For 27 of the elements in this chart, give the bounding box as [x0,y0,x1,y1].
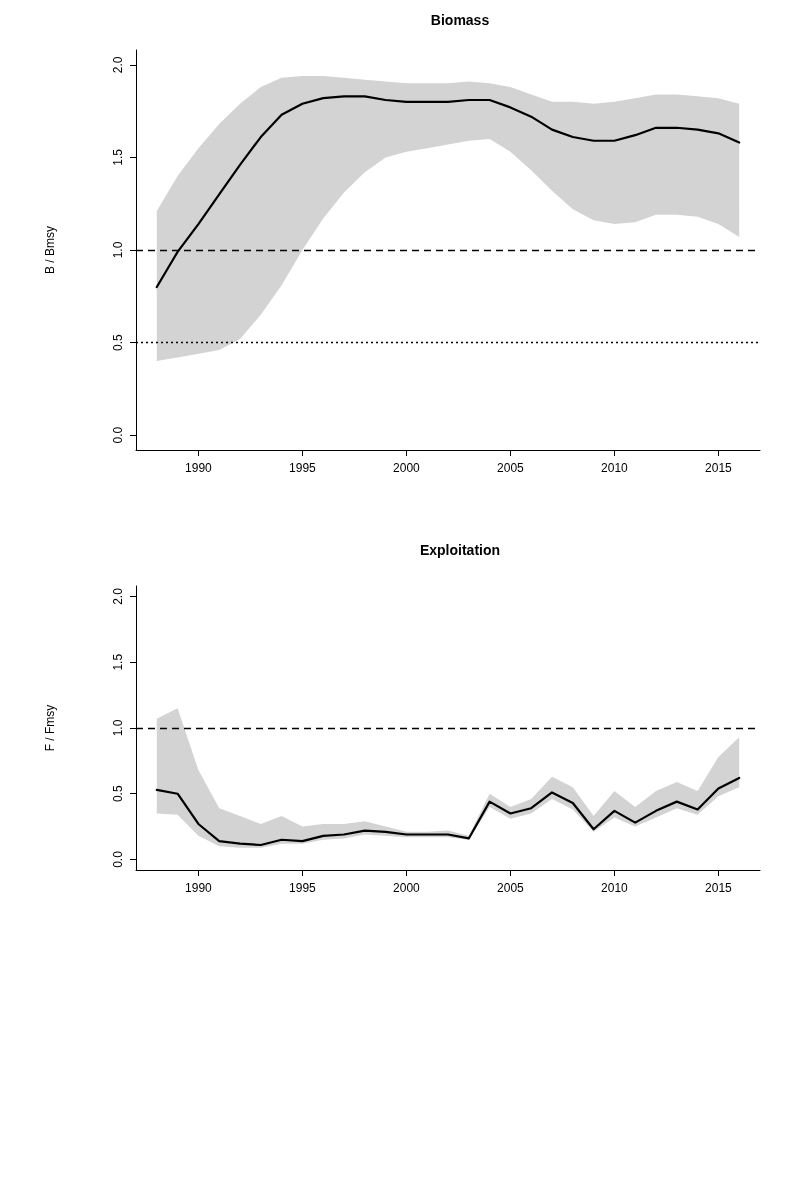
y-tick-label: 2.0 [111,56,125,74]
chart-title: Biomass [430,12,490,28]
x-tick-label: 1990 [185,461,213,475]
y-tick-label: 1.5 [111,148,125,166]
y-tick-label: 1.5 [111,653,125,671]
y-axis-title: F / Fmsy [43,704,57,752]
x-tick-label: 2015 [705,461,733,475]
y-tick-label: 1.0 [111,719,125,737]
y-tick-label: 0.5 [111,785,125,803]
x-tick-label: 2000 [393,881,421,895]
x-tick-label: 2005 [497,881,525,895]
y-tick-label: 0.5 [111,333,125,351]
x-tick-label: 1995 [289,461,317,475]
x-tick-label: 2015 [705,881,733,895]
x-tick-label: 2010 [601,461,629,475]
x-tick-label: 2010 [601,881,629,895]
x-tick-label: 1995 [289,881,317,895]
y-tick-label: 1.0 [111,241,125,259]
y-tick-label: 2.0 [111,587,125,605]
x-tick-label: 2000 [393,461,421,475]
chart-title: Exploitation [419,542,501,558]
x-tick-label: 2005 [497,461,525,475]
y-tick-label: 0.0 [111,850,125,868]
x-tick-label: 1990 [185,881,213,895]
y-tick-label: 0.0 [111,426,125,444]
line-series [155,776,741,847]
y-axis-title: B / Bmsy [43,225,57,275]
